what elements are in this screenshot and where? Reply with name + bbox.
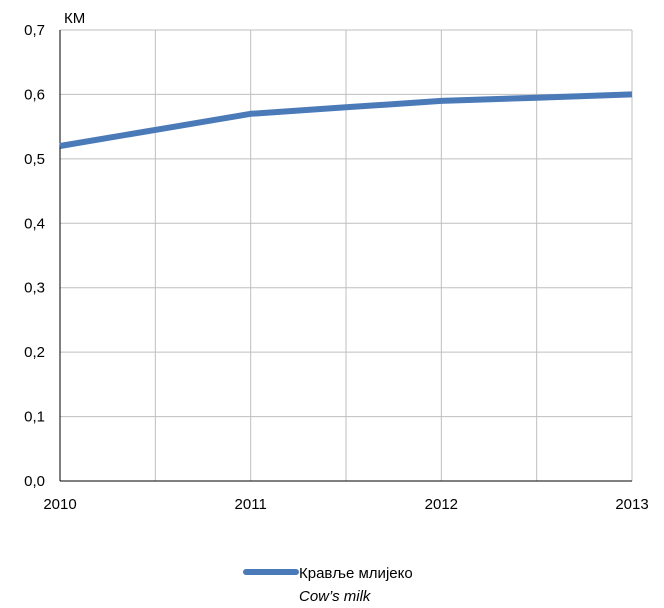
y-tick-label: 0,5 xyxy=(24,151,45,168)
y-tick-label: 0,3 xyxy=(24,280,45,297)
y-tick-label: 0,6 xyxy=(24,86,45,103)
y-tick-label: 0,7 xyxy=(24,22,45,39)
x-tick-label: 2012 xyxy=(425,496,458,513)
legend-label: Крављe млијеко xyxy=(299,565,413,582)
series xyxy=(59,91,633,149)
y-tick-label: 0,2 xyxy=(24,344,45,361)
axes: 0,0 0,1 0,2 0,3 0,4 0,5 0,6 0,7 2010 2011 2012 2013 xyxy=(24,22,649,513)
grid xyxy=(60,29,633,481)
y-tick-label: 0,1 xyxy=(24,409,45,426)
legend-label-english: Cow’s milk xyxy=(299,588,372,605)
x-tick-label: 2011 xyxy=(235,496,267,513)
y-tick-label: 0,0 xyxy=(24,473,45,490)
y-unit-label: КМ xyxy=(64,10,85,27)
y-tick-label: 0,4 xyxy=(24,215,45,232)
x-tick-label: 2013 xyxy=(615,496,648,513)
x-tick-label: 2010 xyxy=(43,496,76,513)
legend: Крављe млијеко Cow’s milk xyxy=(243,565,413,605)
